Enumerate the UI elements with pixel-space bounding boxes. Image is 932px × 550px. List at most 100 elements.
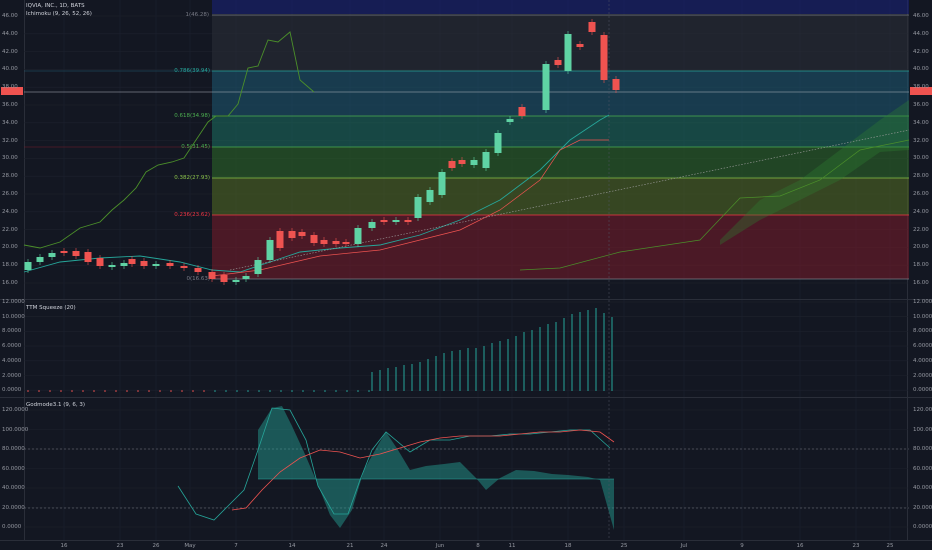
ttm-squeeze-dot [324,390,326,392]
fib-level-label: 0.382(27.93) [174,175,210,181]
price-tick-right: 32.00 [913,137,929,144]
godmode-legend[interactable]: Godmode3.1 (9, 6, 3) [26,402,85,408]
price-tick-left: 34.00 [2,119,18,126]
candle-body [220,275,228,282]
ichimoku-legend[interactable]: Ichimoku (9, 26, 52, 26) [26,11,92,17]
time-tick: May [184,543,196,549]
ttm-tick-left: 8.0000 [2,328,22,335]
ttm-squeeze-dot [247,390,249,392]
price-tick-right: 26.00 [913,191,929,197]
candle-body [72,251,80,256]
time-tick: 14 [288,543,296,549]
price-tick-right: 16.00 [913,280,929,286]
price-tick-left: 42.00 [2,48,18,55]
fib-level-label: 0.5(31.45) [181,144,210,150]
price-tick-right: 34.00 [913,119,929,126]
candle-body [332,241,340,244]
candle-body [392,220,400,222]
time-tick: 16 [60,543,68,549]
candle-body [266,240,274,260]
time-tick: 16 [796,543,804,549]
candle-body [448,161,456,168]
ttm-legend[interactable]: TTM Squeeze (20) [26,305,76,311]
time-tick: 26 [152,543,160,549]
price-tick-left: 20.00 [2,244,18,251]
ttm-tick-left: 0.0000 [2,387,22,394]
price-tick-left: 40.00 [2,66,18,73]
fib-level-label: 0.236(23.62) [174,212,210,218]
candle-body [494,133,502,153]
godmode-tick-left: 80.0000 [2,446,25,452]
ttm-squeeze-dot [258,390,260,392]
time-tick: 18 [564,543,572,549]
time-axis[interactable] [0,540,932,550]
ttm-tick-right: 8.0000 [913,328,932,335]
price-tick-right: 44.00 [913,30,929,37]
price-tick-left: 32.00 [2,137,18,144]
candle-body [354,228,362,244]
pane-separator-2[interactable] [0,397,932,398]
candle-body [60,251,68,253]
godmode-signal-line [231,429,615,511]
price-tick-right: 22.00 [913,226,929,233]
candle-body [108,265,116,267]
time-tick: 25 [886,543,894,549]
candle-body [342,242,350,244]
price-tick-left: 38.00 [2,84,18,91]
candle-body [368,222,376,228]
candle-body [414,197,422,218]
candle-body [254,260,262,274]
godmode-tick-right: 40.0000 [913,485,932,491]
ttm-squeeze-dot [269,390,271,392]
price-tick-left: 18.00 [2,262,18,269]
candle-body [84,252,92,262]
ichimoku-lagging-span [23,31,315,249]
price-tick-right: 28.00 [913,173,929,180]
ichimoku-conversion-line [23,114,610,273]
fib-level-label: 1(46.28) [185,12,209,18]
ttm-squeeze-dot [203,390,205,392]
left-price-axis[interactable] [0,0,25,542]
ttm-squeeze-dot [71,390,73,392]
ichimoku-cloud [720,100,909,245]
pane-separator-1[interactable] [0,299,932,300]
candle-body [600,35,608,80]
ttm-tick-left: 4.0000 [2,357,22,364]
price-tick-left: 16.00 [2,280,18,286]
time-tick: 23 [116,543,124,549]
ttm-squeeze-dot [291,390,293,392]
price-tick-left: 46.00 [2,13,18,19]
ichimoku-span-b [519,139,910,271]
ttm-squeeze-dot [368,390,370,392]
ttm-squeeze-dot [170,390,172,392]
godmode-tick-left: 120.0000 [2,407,29,413]
ttm-tick-right: 4.0000 [913,357,932,364]
godmode-tick-left: 20.0000 [2,504,25,511]
candle-body [554,60,562,65]
ttm-tick-right: 6.0000 [913,343,932,350]
candle-body [458,160,466,164]
candle-body [232,280,240,282]
fib-zone [212,215,909,279]
candle-body [576,44,584,47]
ttm-squeeze-dot [346,390,348,392]
candle-body [438,172,446,195]
price-tick-right: 24.00 [913,208,929,215]
godmode-tick-right: 60.0000 [913,465,932,472]
candle-body [140,261,148,266]
ttm-squeeze-dot [60,390,62,392]
ttm-squeeze-dot [49,390,51,392]
candle-body [242,276,250,279]
ttm-tick-right: 0.0000 [913,387,932,394]
candle-body [298,232,306,236]
price-tick-right: 46.00 [913,13,929,19]
ttm-tick-left: 10.0000 [2,313,25,320]
candle-body [120,263,128,266]
candle-body [128,259,136,264]
candle-body [180,266,188,268]
ttm-tick-left: 12.0000 [2,299,25,305]
ttm-squeeze-dot [115,390,117,392]
godmode-tick-left: 40.0000 [2,485,25,491]
ttm-squeeze-dot [148,390,150,392]
